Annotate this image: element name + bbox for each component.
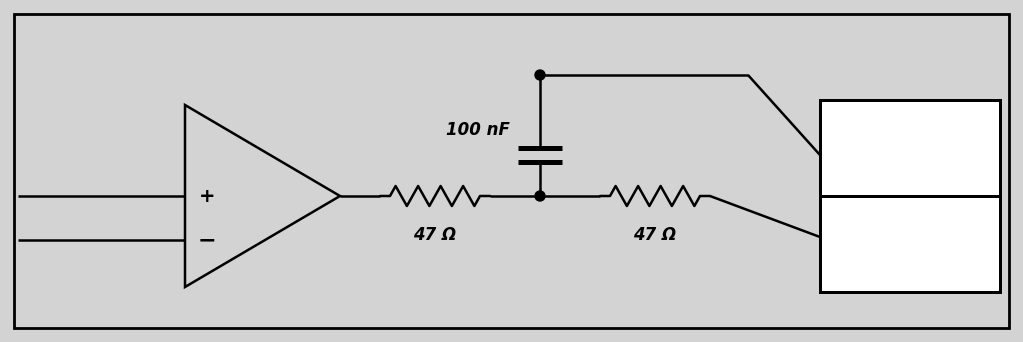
Text: 47 Ω: 47 Ω <box>413 226 456 244</box>
Text: A1: A1 <box>888 229 932 259</box>
Text: −: − <box>197 230 216 250</box>
Bar <box>820 196 1000 292</box>
Bar <box>820 100 1000 196</box>
Text: 47 Ω: 47 Ω <box>633 226 676 244</box>
Text: 100 nF: 100 nF <box>446 121 510 139</box>
Circle shape <box>535 191 545 201</box>
Text: +: + <box>198 186 215 206</box>
Text: GA: GA <box>886 133 934 162</box>
Circle shape <box>535 70 545 80</box>
